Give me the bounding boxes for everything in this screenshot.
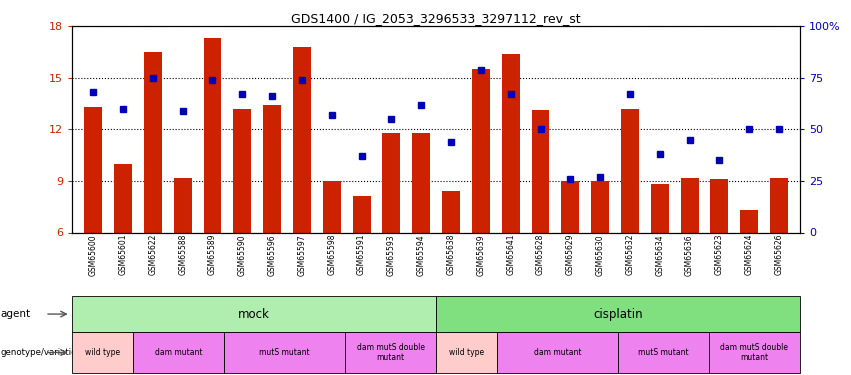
- Bar: [174, 177, 191, 232]
- Text: mutS mutant: mutS mutant: [260, 348, 310, 357]
- Text: dam mutS double
mutant: dam mutS double mutant: [721, 343, 789, 362]
- Text: wild type: wild type: [85, 348, 120, 357]
- Bar: [681, 177, 699, 232]
- Title: GDS1400 / IG_2053_3296533_3297112_rev_st: GDS1400 / IG_2053_3296533_3297112_rev_st: [291, 12, 581, 25]
- Bar: [114, 164, 132, 232]
- Bar: [144, 52, 162, 232]
- Text: mutS mutant: mutS mutant: [638, 348, 688, 357]
- Bar: [293, 47, 311, 232]
- Bar: [591, 181, 609, 232]
- Text: cisplatin: cisplatin: [593, 308, 643, 321]
- Bar: [352, 196, 370, 232]
- Bar: [711, 179, 728, 232]
- Bar: [412, 133, 430, 232]
- Bar: [740, 210, 758, 232]
- Bar: [770, 177, 788, 232]
- Bar: [502, 54, 520, 232]
- Bar: [443, 191, 460, 232]
- Bar: [323, 181, 340, 232]
- Text: dam mutS double
mutant: dam mutS double mutant: [357, 343, 425, 362]
- Bar: [263, 105, 281, 232]
- Text: dam mutant: dam mutant: [534, 348, 581, 357]
- Bar: [84, 107, 102, 232]
- Bar: [233, 109, 251, 232]
- Bar: [472, 69, 490, 232]
- Bar: [382, 133, 400, 232]
- Bar: [562, 181, 580, 232]
- Text: dam mutant: dam mutant: [155, 348, 203, 357]
- Bar: [651, 184, 669, 232]
- Bar: [203, 38, 221, 232]
- Bar: [621, 109, 639, 232]
- Text: genotype/variation: genotype/variation: [1, 348, 83, 357]
- Text: agent: agent: [1, 309, 31, 319]
- Bar: [532, 111, 550, 232]
- Text: mock: mock: [238, 308, 270, 321]
- Text: wild type: wild type: [448, 348, 484, 357]
